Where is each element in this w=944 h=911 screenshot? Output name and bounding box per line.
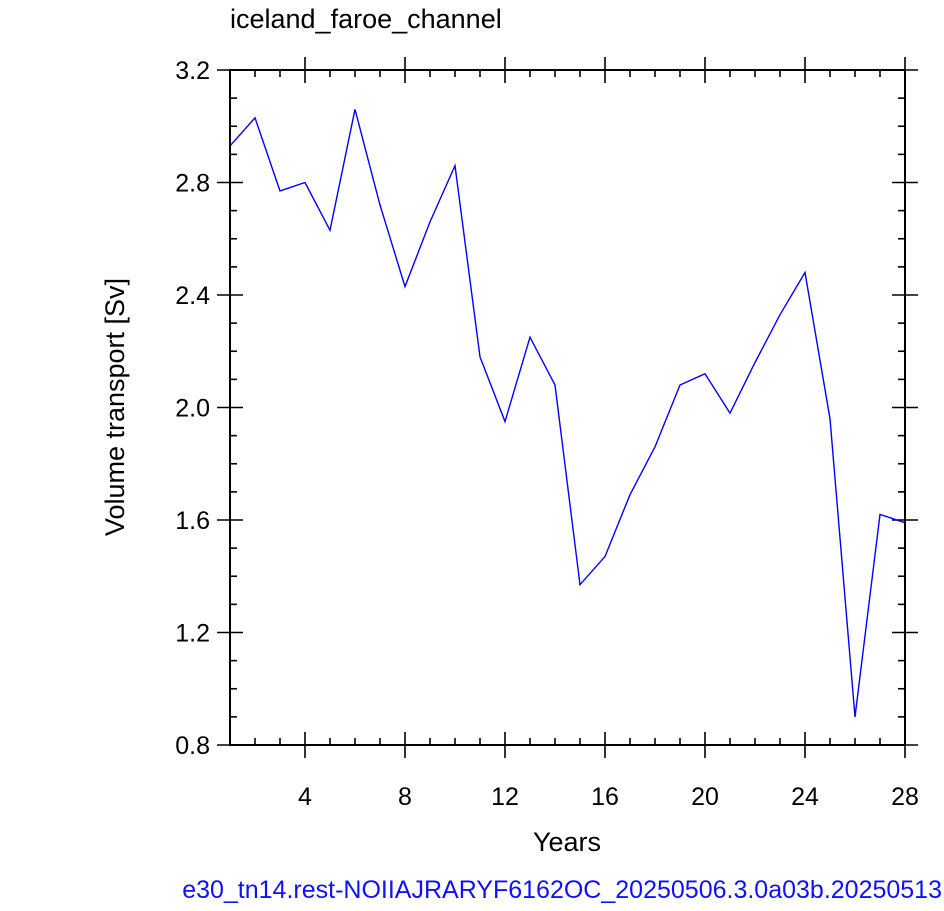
x-tick-label: 20 — [691, 783, 719, 811]
chart-title: iceland_faroe_channel — [230, 4, 502, 34]
plot-frame — [229, 69, 906, 746]
y-tick-label: 2.0 — [175, 395, 210, 423]
series-line — [229, 109, 906, 717]
tick-labels: 4 8 12 16 20 24 28 0.8 1.2 1.6 2.0 2.4 2.8 3.2 — [175, 57, 919, 811]
x-axis-label: Years — [533, 827, 601, 857]
footer-text: e30_tn14.rest-NOIIAJRARYF6162OC_20250506… — [182, 876, 942, 904]
y-axis-label: Volume transport [Sv] — [100, 278, 130, 536]
x-tick-label: 24 — [791, 783, 819, 811]
y-tick-label: 0.8 — [175, 732, 210, 760]
y-tick-label: 3.2 — [175, 57, 210, 85]
y-tick-label: 2.8 — [175, 170, 210, 198]
y-tick-label: 1.6 — [175, 507, 210, 535]
x-tick-label: 16 — [591, 783, 619, 811]
x-tick-label: 12 — [491, 783, 519, 811]
y-tick-label: 1.2 — [175, 620, 210, 648]
y-tick-label: 2.4 — [175, 282, 210, 310]
x-tick-label: 4 — [298, 783, 312, 811]
x-tick-label: 8 — [398, 783, 412, 811]
x-tick-label: 28 — [891, 783, 919, 811]
footer-caption: e30_tn14.rest-NOIIAJRARYF6162OC_20250506… — [0, 875, 944, 911]
axis-ticks — [217, 57, 918, 758]
